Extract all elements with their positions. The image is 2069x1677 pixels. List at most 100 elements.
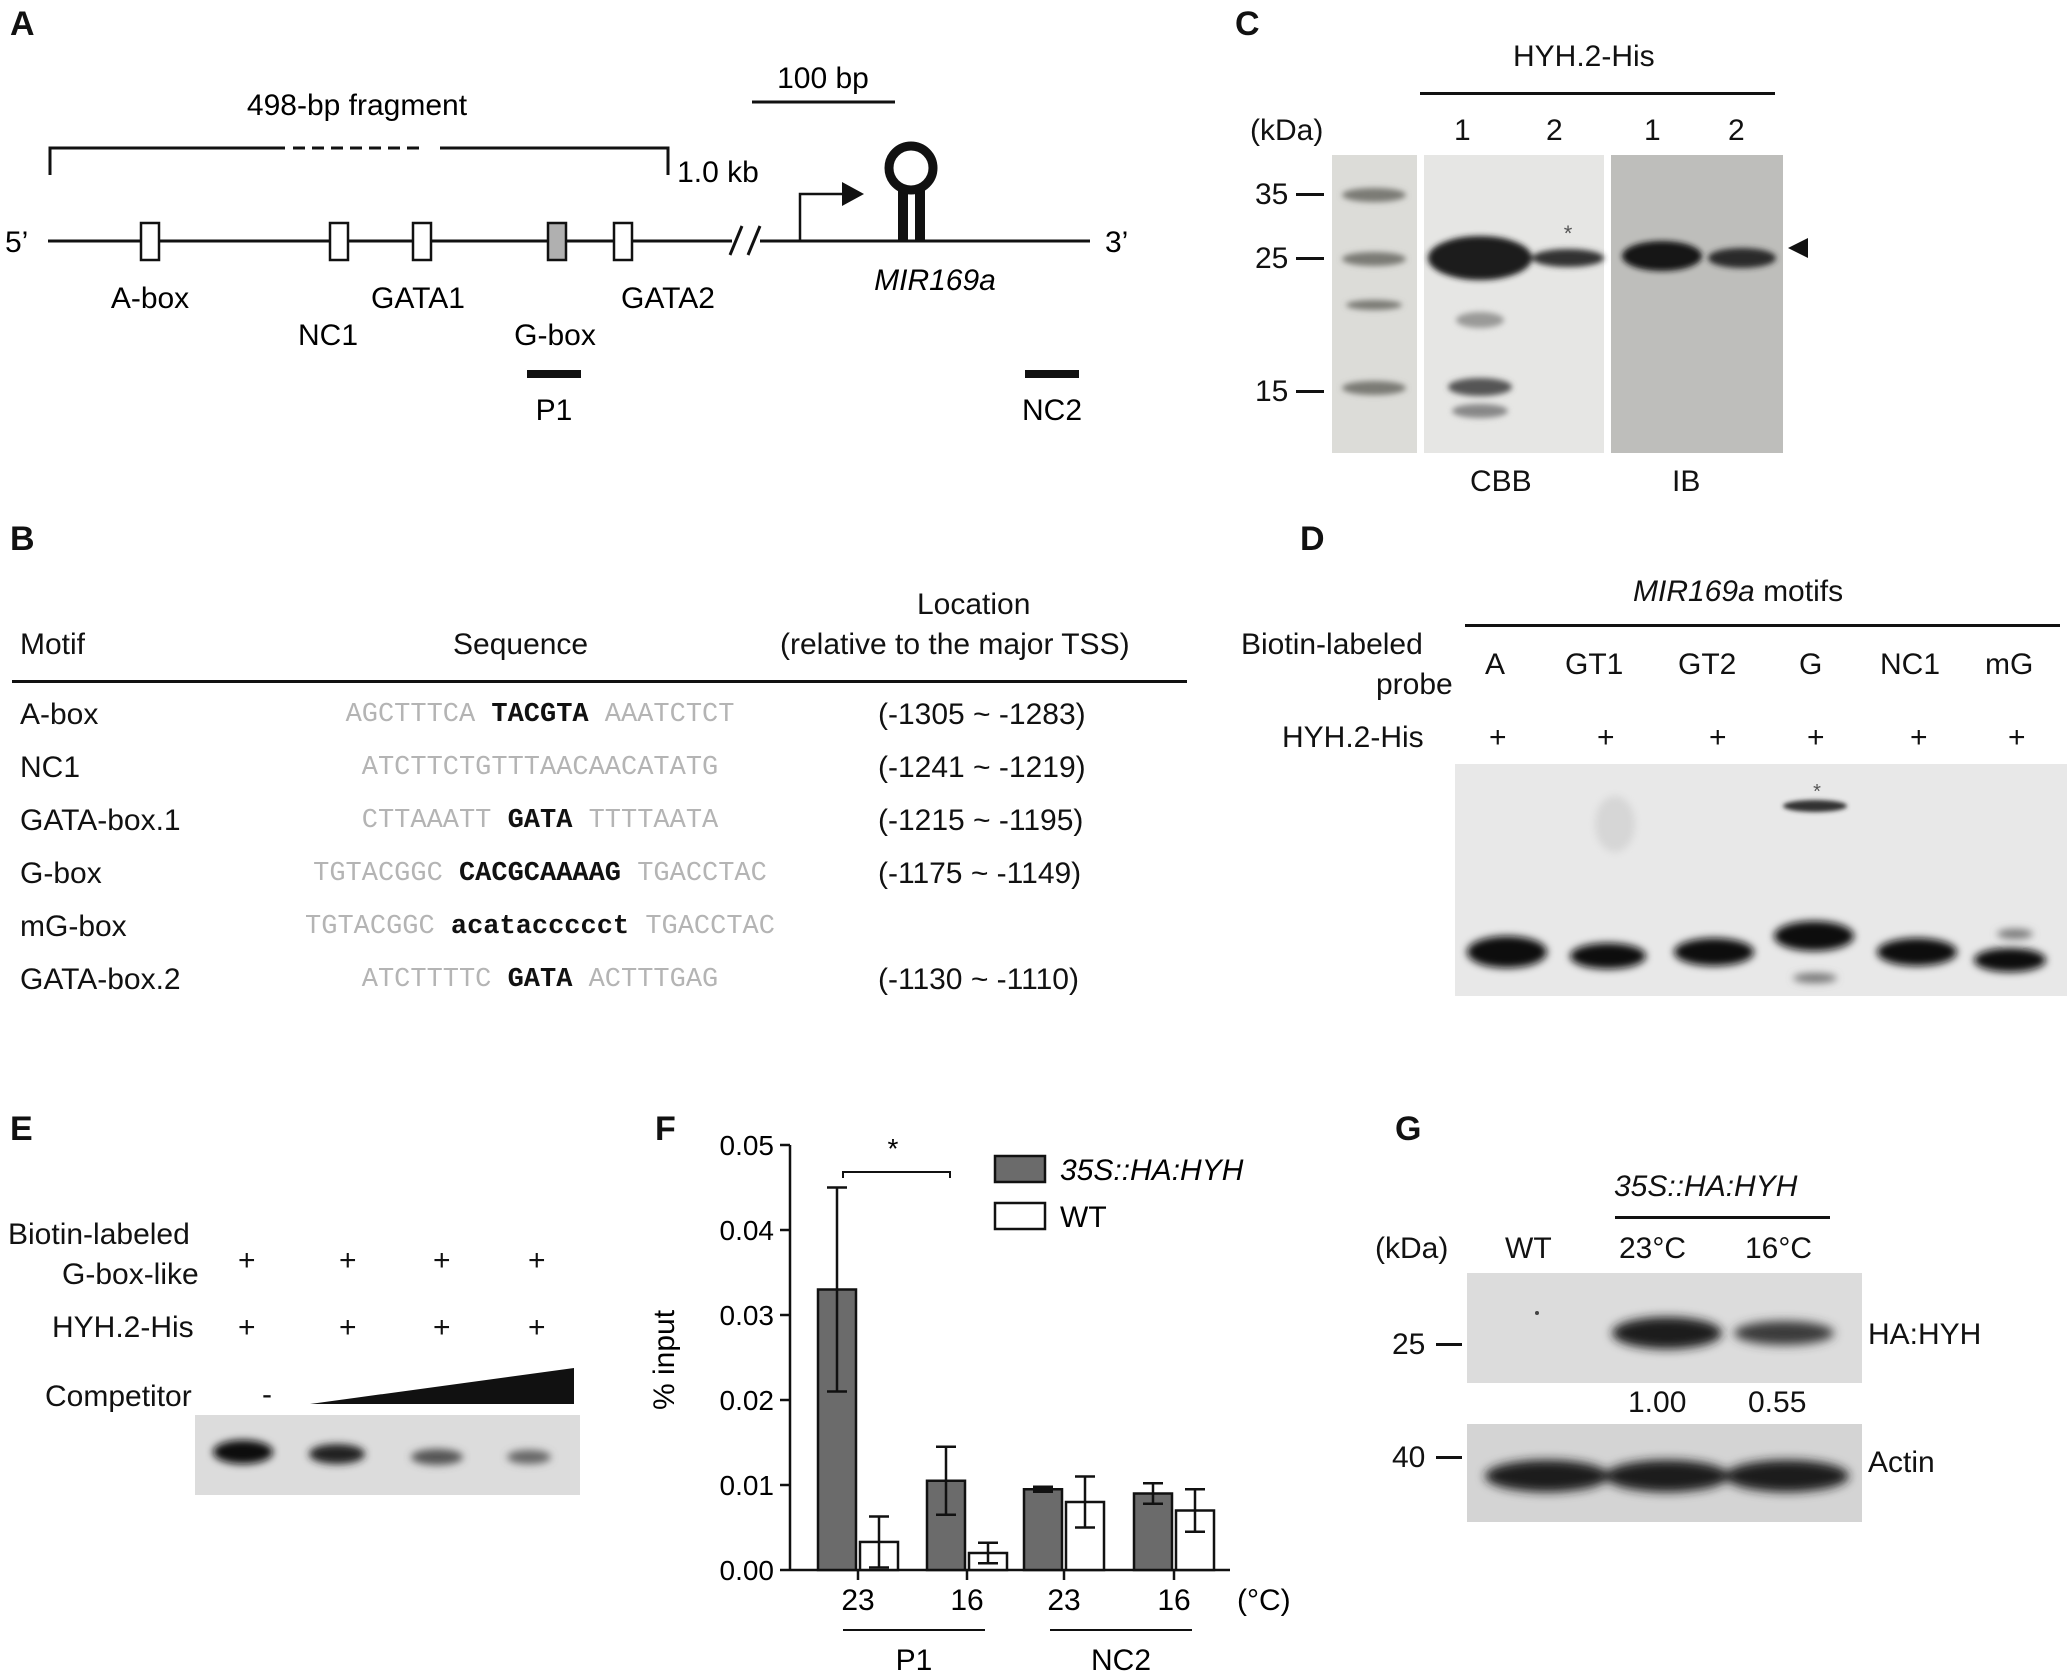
distance-label: 1.0 kb	[677, 156, 759, 189]
g-row-label-actin: Actin	[1868, 1446, 1935, 1479]
d-asterisk: *	[1813, 781, 1821, 803]
panel-d-label: D	[1300, 520, 1325, 558]
f-legend-label-wt: WT	[1060, 1201, 1107, 1234]
e-competitor-wedge	[310, 1368, 574, 1404]
line-break-mark	[728, 225, 762, 256]
d-emsa-gel: *	[1455, 764, 2067, 996]
e-band-lane3	[411, 1449, 463, 1465]
nc2-label: NC2	[1022, 394, 1082, 427]
p1-region-bar	[527, 370, 581, 378]
motif-name: A-box	[20, 698, 99, 731]
d-title: MIR169a motifs	[1633, 575, 1843, 609]
e-probe-plus-4: +	[528, 1244, 546, 1277]
g-box-label: G-box	[514, 319, 596, 352]
sequence-post: TGACCTAC	[621, 859, 767, 889]
g-marker-40-tick	[1436, 1456, 1462, 1459]
d-probe-label-line1: Biotin-labeled	[1241, 628, 1423, 661]
location-header-line2: (relative to the major TSS)	[780, 628, 1130, 661]
g-marker-40: 40	[1392, 1441, 1426, 1474]
motif-header: Motif	[20, 628, 86, 661]
f-x-tick-label: 23	[841, 1584, 874, 1617]
f-legend-label-overexpression: 35S::HA:HYH	[1060, 1154, 1244, 1187]
c-protein-label: HYH.2-His	[1513, 40, 1655, 73]
g-blot1-speck	[1535, 1311, 1539, 1315]
motif-location: (-1215 ~ -1195)	[878, 804, 1084, 837]
c-ladder-band-25	[1342, 252, 1406, 266]
gata1-label: GATA1	[371, 282, 465, 315]
e-protein-label: HYH.2-His	[52, 1311, 194, 1344]
c-cbb-lane2-band	[1532, 249, 1604, 267]
gata2-element	[612, 221, 634, 262]
tss-arrowhead	[842, 182, 864, 206]
e-probe-plus-1: +	[238, 1244, 256, 1277]
d-plus-1: +	[1489, 721, 1507, 754]
hairpin-icon	[884, 141, 938, 241]
f-y-tick-label: 0.02	[720, 1385, 775, 1416]
g-blot-actin	[1467, 1424, 1862, 1522]
g-actin-band-23c	[1605, 1460, 1729, 1492]
d-probe-mg: mG	[1985, 648, 2034, 681]
f-bar-chart: 0.00 0.01 0.02 0.03 0.04 0.05 23 16 23 16 % input…	[648, 1130, 1291, 1677]
d-probe-gt1: GT1	[1565, 648, 1624, 681]
g-quant-16c: 0.55	[1748, 1386, 1807, 1419]
f-y-tick-label: 0.05	[720, 1130, 775, 1161]
f-legend-swatch-wt	[993, 1201, 1047, 1231]
sequence-core: GATA	[507, 806, 573, 836]
c-ib-label: IB	[1672, 465, 1701, 498]
sequence-post: AAATCTCT	[588, 700, 735, 730]
motif-sequence: CTTAAATT GATA TTTTAATA	[362, 806, 718, 836]
d-title-rule	[1465, 624, 2060, 627]
motif-location: (-1305 ~ -1283)	[878, 698, 1086, 731]
e-protein-plus-1: +	[238, 1311, 256, 1344]
motif-sequence: ATCTTCTGTTTAACAACATATG	[362, 753, 718, 783]
c-cbb-lane1-minor-band	[1456, 312, 1504, 328]
d-gel-background	[1455, 764, 2067, 996]
location-header-line1: Location	[917, 588, 1031, 621]
f-y-tick-label: 0.04	[720, 1215, 775, 1246]
d-free-probe-mg	[1974, 948, 2046, 972]
panel-e-label: E	[10, 1110, 33, 1148]
motif-name: NC1	[20, 751, 81, 784]
f-bar	[1132, 1492, 1174, 1572]
e-protein-plus-2: +	[339, 1311, 357, 1344]
sequence-header: Sequence	[453, 628, 589, 661]
e-band-lane4	[507, 1450, 551, 1464]
f-chart-body: 0.00 0.01 0.02 0.03 0.04 0.05 23 16 23 16	[720, 1130, 1230, 1617]
nc1-element	[328, 221, 350, 262]
c-lane-4: 2	[1728, 114, 1745, 147]
g-actin-band-16c	[1725, 1460, 1849, 1492]
c-ib-lane2-band	[1708, 248, 1776, 268]
d-free-probe-gt2	[1674, 938, 1754, 966]
five-prime-label: 5’	[5, 226, 28, 259]
d-free-probe-nc1	[1877, 938, 1957, 966]
d-probe-g: G	[1799, 648, 1823, 681]
d-probe-label-line2: probe	[1376, 668, 1453, 701]
sequence-post: TGACCTAC	[629, 912, 775, 942]
sequence-pre: AGCTTTCA	[345, 700, 492, 730]
motif-location: (-1241 ~ -1219)	[878, 751, 1086, 784]
c-gel-image: *	[1332, 155, 1783, 453]
f-y-axis-label: % input	[648, 1309, 681, 1410]
d-free-probe-gt1	[1570, 943, 1646, 969]
d-free-probe-a	[1467, 936, 1547, 968]
c-cbb-lane1-main-band	[1428, 236, 1532, 280]
gene-label: MIR169a	[874, 264, 996, 297]
panel-f-label: F	[655, 1110, 676, 1148]
g-row-label-hahyh: HA:HYH	[1868, 1318, 1982, 1351]
nc2-region-bar	[1025, 370, 1079, 378]
sequence-pre: ATCTTTTC	[361, 965, 508, 995]
scale-label: 100 bp	[777, 62, 869, 95]
g-band-23c	[1612, 1317, 1722, 1349]
d-title-gene: MIR169a	[1633, 575, 1755, 608]
e-competitor-minus: -	[262, 1378, 272, 1411]
e-protein-plus-3: +	[433, 1311, 451, 1344]
c-ib-gel	[1611, 155, 1783, 453]
c-marker-25: 25	[1255, 242, 1289, 275]
g-genotype-rule	[1615, 1216, 1830, 1219]
f-x-tick-label: 16	[950, 1584, 983, 1617]
c-ladder-band-15	[1342, 381, 1406, 395]
sequence-core: CACGCAAAAG	[458, 859, 622, 889]
sequence-pre: TGTACGGC	[305, 912, 451, 942]
d-faint-band-mg	[1997, 929, 2033, 939]
motif-sequence: AGCTTTCA TACGTA AAATCTCT	[346, 700, 735, 730]
